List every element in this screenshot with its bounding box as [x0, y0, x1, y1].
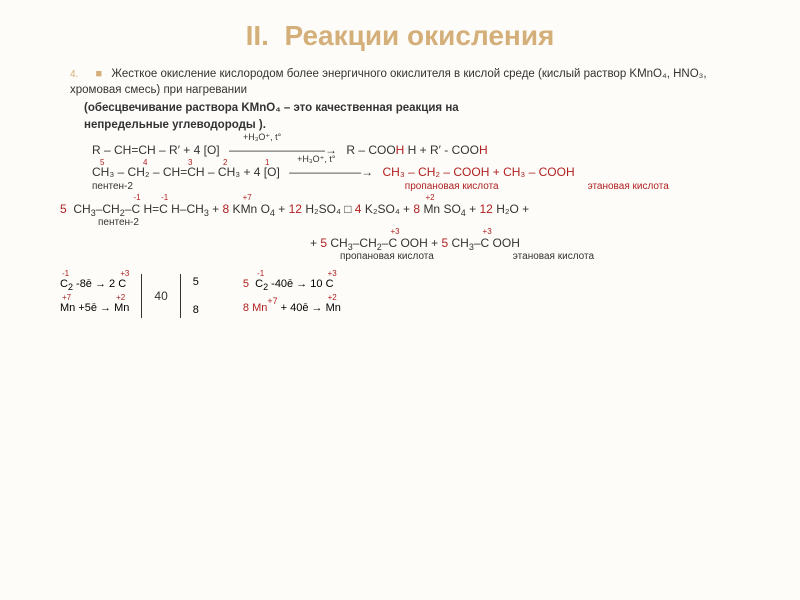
- intro-sub: (обесцвечивание раствора KMnO₄ – это кач…: [84, 100, 760, 132]
- pentene-equation: CH₃ – CH₂ – CH=CH – CH₃ + 4 [O] +H₃O⁺, t…: [92, 165, 760, 179]
- general-equation: R – CH=CH – R′ + 4 [O] +H₃O⁺, t° ———————…: [92, 143, 760, 157]
- electron-balance: C-12 -8ē → 2 C+3 Mn+7 +5ē → Mn+2 40 5 8 …: [60, 274, 760, 318]
- intro-text: 4. ■ Жесткое окисление кислородом более …: [70, 66, 760, 98]
- balanced-equation-line2: + 5 CH3–CH2–C+3 OOH + 5 CH3–C+3 OOH: [310, 236, 760, 250]
- balanced-equation-line1: 5 CH3–CH2–C-1 H=C-1 H–CH3 + 8 KMn+7 O4 +…: [60, 202, 760, 216]
- names-row-2: пропановая кислота этановая кислота: [340, 251, 760, 262]
- page-title: II. Реакции окисления: [40, 20, 760, 52]
- pentene-label-2: пентен-2: [80, 217, 760, 228]
- names-row-1: пентен-2 пропановая кислота этановая кис…: [92, 181, 760, 192]
